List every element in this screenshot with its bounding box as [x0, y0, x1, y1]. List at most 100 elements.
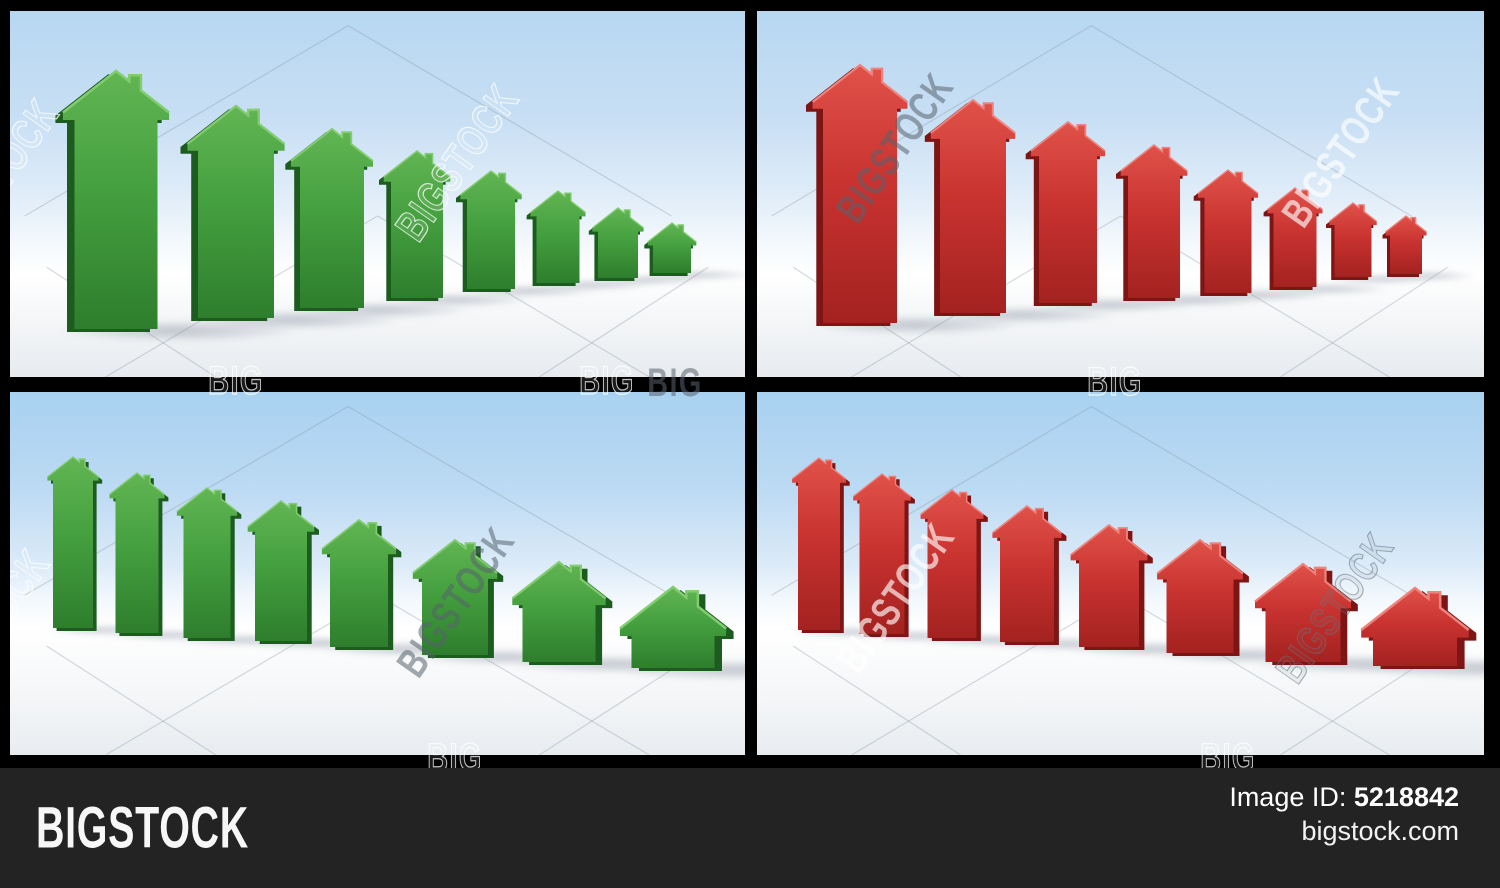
house-bar-chart: [24, 406, 745, 755]
house-bar-1: [806, 63, 1023, 335]
roof-highlight: [186, 104, 286, 145]
roof-highlight: [791, 457, 847, 480]
house-front-face: [1070, 525, 1148, 647]
house-front-face: [1157, 540, 1243, 653]
roof-highlight: [930, 98, 1016, 134]
house-bar-6: [408, 538, 601, 666]
roof-highlight: [62, 69, 170, 114]
house-front-face: [1030, 122, 1106, 303]
watermark-line: [347, 406, 672, 596]
house-front-face: [792, 458, 846, 630]
house-bar-5: [1067, 523, 1241, 657]
roof-highlight: [1120, 144, 1188, 172]
house-front-face: [930, 100, 1016, 313]
image-id-block: Image ID: 5218842 bigstock.com: [1229, 780, 1459, 848]
house-bar-4: [1116, 144, 1269, 307]
house-front-face: [62, 71, 170, 329]
house-front-face: [647, 223, 697, 273]
house-bar-chart: [771, 25, 1477, 377]
house-front-face: [1329, 203, 1377, 277]
roof-highlight: [647, 222, 697, 243]
house-front-face: [853, 474, 911, 634]
house-bar-3: [1025, 120, 1196, 313]
house-bar-3: [285, 127, 473, 319]
house-front-face: [619, 587, 727, 668]
watermark-line: [1280, 266, 1448, 377]
house-bar-chart: [24, 25, 745, 377]
roof-highlight: [290, 127, 374, 162]
house-front-face: [812, 65, 908, 323]
bigstock-logo: BIGSTOCK: [36, 795, 249, 861]
roof-highlight: [321, 518, 397, 550]
roof-highlight: [459, 170, 523, 196]
roof-highlight: [591, 207, 645, 229]
roof-highlight: [1385, 215, 1427, 233]
footer-bar: BIGSTOCK Image ID: 5218842 bigstock.com: [0, 768, 1500, 888]
image-area: BIGSTOCK BIGSTOCK BIGSTOCK BIGSTOCK BIGSTO…: [10, 11, 1484, 768]
house-bar-8: [644, 222, 745, 280]
house-bar-2: [180, 104, 404, 330]
roof-highlight: [619, 585, 727, 630]
roof-highlight: [247, 500, 315, 528]
roof-highlight: [46, 456, 100, 478]
image-id-value: 5218842: [1353, 782, 1459, 812]
house-front-face: [383, 151, 451, 298]
house-bar-5: [1193, 169, 1332, 302]
panel-top-right-red-steep: BIGSTOCK BIGSTOCK: [757, 11, 1484, 377]
house-bar-8: [1382, 215, 1477, 281]
house-front-face: [412, 540, 498, 655]
roof-highlight: [1197, 169, 1259, 195]
roof-highlight: [811, 63, 909, 103]
house-bar-3: [917, 489, 1060, 647]
roof-highlight: [1360, 586, 1470, 631]
roof-highlight: [530, 190, 586, 214]
house-bar-5: [456, 170, 597, 298]
roof-highlight: [991, 504, 1063, 534]
panel-bottom-left-green-gentle: BIGSTOCK BIGSTOCK: [10, 392, 745, 755]
roof-highlight: [920, 489, 984, 516]
house-bar-1: [789, 457, 912, 638]
panel-top-left-green-steep: BIGSTOCK BIGSTOCK: [10, 11, 745, 377]
house-front-face: [592, 208, 644, 278]
roof-highlight: [1267, 187, 1323, 211]
house-bar-2: [924, 98, 1119, 324]
watermark-line: [347, 25, 672, 217]
roof-highlight: [511, 560, 607, 600]
house-bar-6: [1263, 187, 1390, 295]
watermark-line: [377, 594, 650, 755]
house-front-face: [247, 501, 315, 641]
house-bar-4: [379, 150, 532, 307]
house-bar-chart: [771, 406, 1484, 755]
roof-highlight: [1254, 562, 1352, 603]
watermark-line: [1091, 406, 1412, 596]
house-front-face: [1385, 216, 1427, 274]
watermark-line: [538, 266, 709, 377]
house-front-face: [460, 171, 522, 289]
house-bar-1: [55, 69, 299, 342]
roof-highlight: [852, 473, 912, 498]
roof-highlight: [109, 472, 165, 496]
roof-highlight: [1070, 523, 1148, 556]
watermark-line: [1120, 594, 1390, 755]
house-front-face: [992, 506, 1062, 642]
house-front-face: [176, 488, 238, 638]
house-bar-1: [45, 456, 161, 636]
watermark-line: [793, 645, 961, 755]
house-front-face: [1361, 588, 1469, 666]
image-id-label: Image ID:: [1229, 782, 1347, 812]
house-front-face: [291, 129, 373, 308]
house-front-face: [1197, 170, 1259, 293]
house-front-face: [321, 520, 397, 647]
house-front-face: [1267, 188, 1323, 287]
roof-highlight: [1328, 202, 1378, 223]
roof-highlight: [412, 538, 498, 574]
watermark-line: [1091, 25, 1412, 217]
house-front-face: [187, 106, 285, 318]
house-front-face: [530, 191, 586, 283]
house-front-face: [512, 562, 606, 662]
watermark-line: [46, 645, 217, 755]
roof-highlight: [1156, 538, 1244, 575]
house-bar-8: [614, 585, 745, 681]
